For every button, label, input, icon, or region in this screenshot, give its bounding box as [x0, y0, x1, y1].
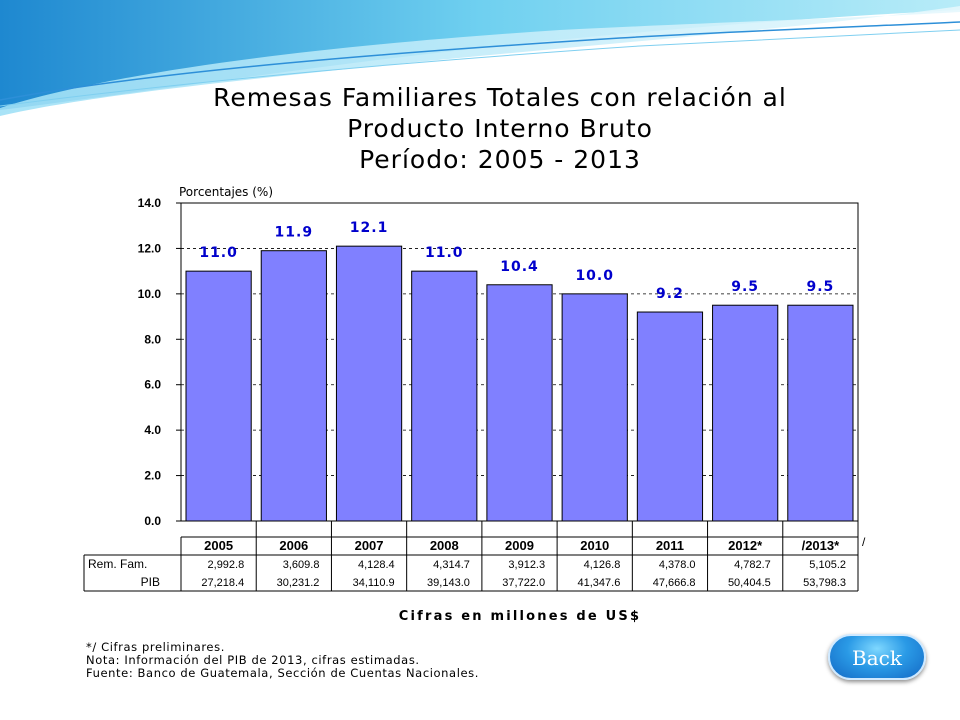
- x-category-label: 2005: [204, 538, 233, 553]
- data-label: 9.5: [806, 279, 834, 295]
- x-category-label: 2012*: [728, 538, 763, 553]
- table-cell-rem-fam: 5,105.2: [809, 559, 846, 571]
- table-cell-pib: 39,143.0: [427, 577, 470, 589]
- chart-title-line-3: Período: 2005 - 2013: [359, 145, 641, 174]
- decorative-wave-banner: [0, 0, 960, 116]
- bar: [787, 304, 854, 522]
- y-tick-label: 4.0: [144, 423, 161, 437]
- y-axis-label: Porcentajes (%): [179, 185, 273, 199]
- table-row-label: PIB: [141, 575, 160, 589]
- y-tick-label: 2.0: [144, 469, 161, 483]
- data-label: 10.0: [575, 268, 614, 284]
- x-category-label: 2010: [580, 538, 609, 553]
- bar: [185, 270, 252, 522]
- back-button[interactable]: Back: [828, 634, 926, 680]
- data-label: 11.0: [199, 245, 238, 261]
- bar: [411, 270, 478, 522]
- footnote-source: Fuente: Banco de Guatemala, Sección de C…: [86, 666, 480, 680]
- data-label: 9.2: [656, 286, 684, 302]
- table-cell-rem-fam: 3,609.8: [283, 559, 320, 571]
- x-category-label: 2007: [355, 538, 384, 553]
- x-axis-label: Cifras en millones de US$: [399, 609, 642, 624]
- x-category-label: 2006: [279, 538, 308, 553]
- chart-title-line-2: Producto Interno Bruto: [347, 114, 653, 143]
- y-tick-label: 6.0: [144, 378, 161, 392]
- data-label: 11.9: [275, 225, 314, 241]
- data-label: 11.0: [425, 245, 464, 261]
- table-cell-pib: 30,231.2: [277, 577, 320, 589]
- table-cell-pib: 53,798.3: [803, 577, 846, 589]
- bar: [561, 293, 628, 522]
- table-cell-pib: 50,404.5: [728, 577, 771, 589]
- table-trailing-mark: /: [862, 535, 866, 549]
- data-label: 12.1: [350, 220, 389, 236]
- table-cell-rem-fam: 2,992.8: [208, 559, 245, 571]
- x-category-label: 2009: [505, 538, 534, 553]
- footnote-preliminary: */ Cifras preliminares.: [86, 640, 225, 654]
- footnotes: */ Cifras preliminares. Nota: Informació…: [86, 641, 479, 680]
- table-cell-pib: 41,347.6: [578, 577, 621, 589]
- y-tick-label: 14.0: [138, 196, 162, 210]
- bar: [712, 304, 779, 522]
- table-cell-pib: 27,218.4: [201, 577, 244, 589]
- chart-title-line-1: Remesas Familiares Totales con relación …: [213, 83, 787, 112]
- table-cell-pib: 47,666.8: [653, 577, 696, 589]
- table-cell-rem-fam: 3,912.3: [508, 559, 545, 571]
- table-cell-rem-fam: 4,378.0: [659, 559, 696, 571]
- data-label: 10.4: [500, 259, 539, 275]
- data-label: 9.5: [731, 279, 759, 295]
- bar: [486, 284, 553, 522]
- y-tick-label: 10.0: [138, 287, 162, 301]
- footnote-note: Nota: Información del PIB de 2013, cifra…: [86, 653, 420, 667]
- bar: [260, 250, 327, 522]
- x-category-label: 2008: [430, 538, 459, 553]
- bar: [636, 311, 704, 522]
- x-category-label: /2013*: [802, 538, 841, 553]
- table-cell-rem-fam: 4,128.4: [358, 559, 395, 571]
- table-row-label: Rem. Fam.: [88, 557, 147, 571]
- table-cell-pib: 37,722.0: [502, 577, 545, 589]
- x-category-label: 2011: [656, 538, 684, 553]
- y-tick-label: 12.0: [138, 241, 162, 255]
- bar: [335, 245, 403, 522]
- y-tick-label: 8.0: [144, 332, 161, 346]
- table-cell-rem-fam: 4,126.8: [584, 559, 621, 571]
- table-cell-rem-fam: 4,782.7: [734, 559, 771, 571]
- table-cell-rem-fam: 4,314.7: [433, 559, 470, 571]
- table-cell-pib: 34,110.9: [353, 577, 395, 589]
- y-tick-label: 0.0: [144, 514, 161, 528]
